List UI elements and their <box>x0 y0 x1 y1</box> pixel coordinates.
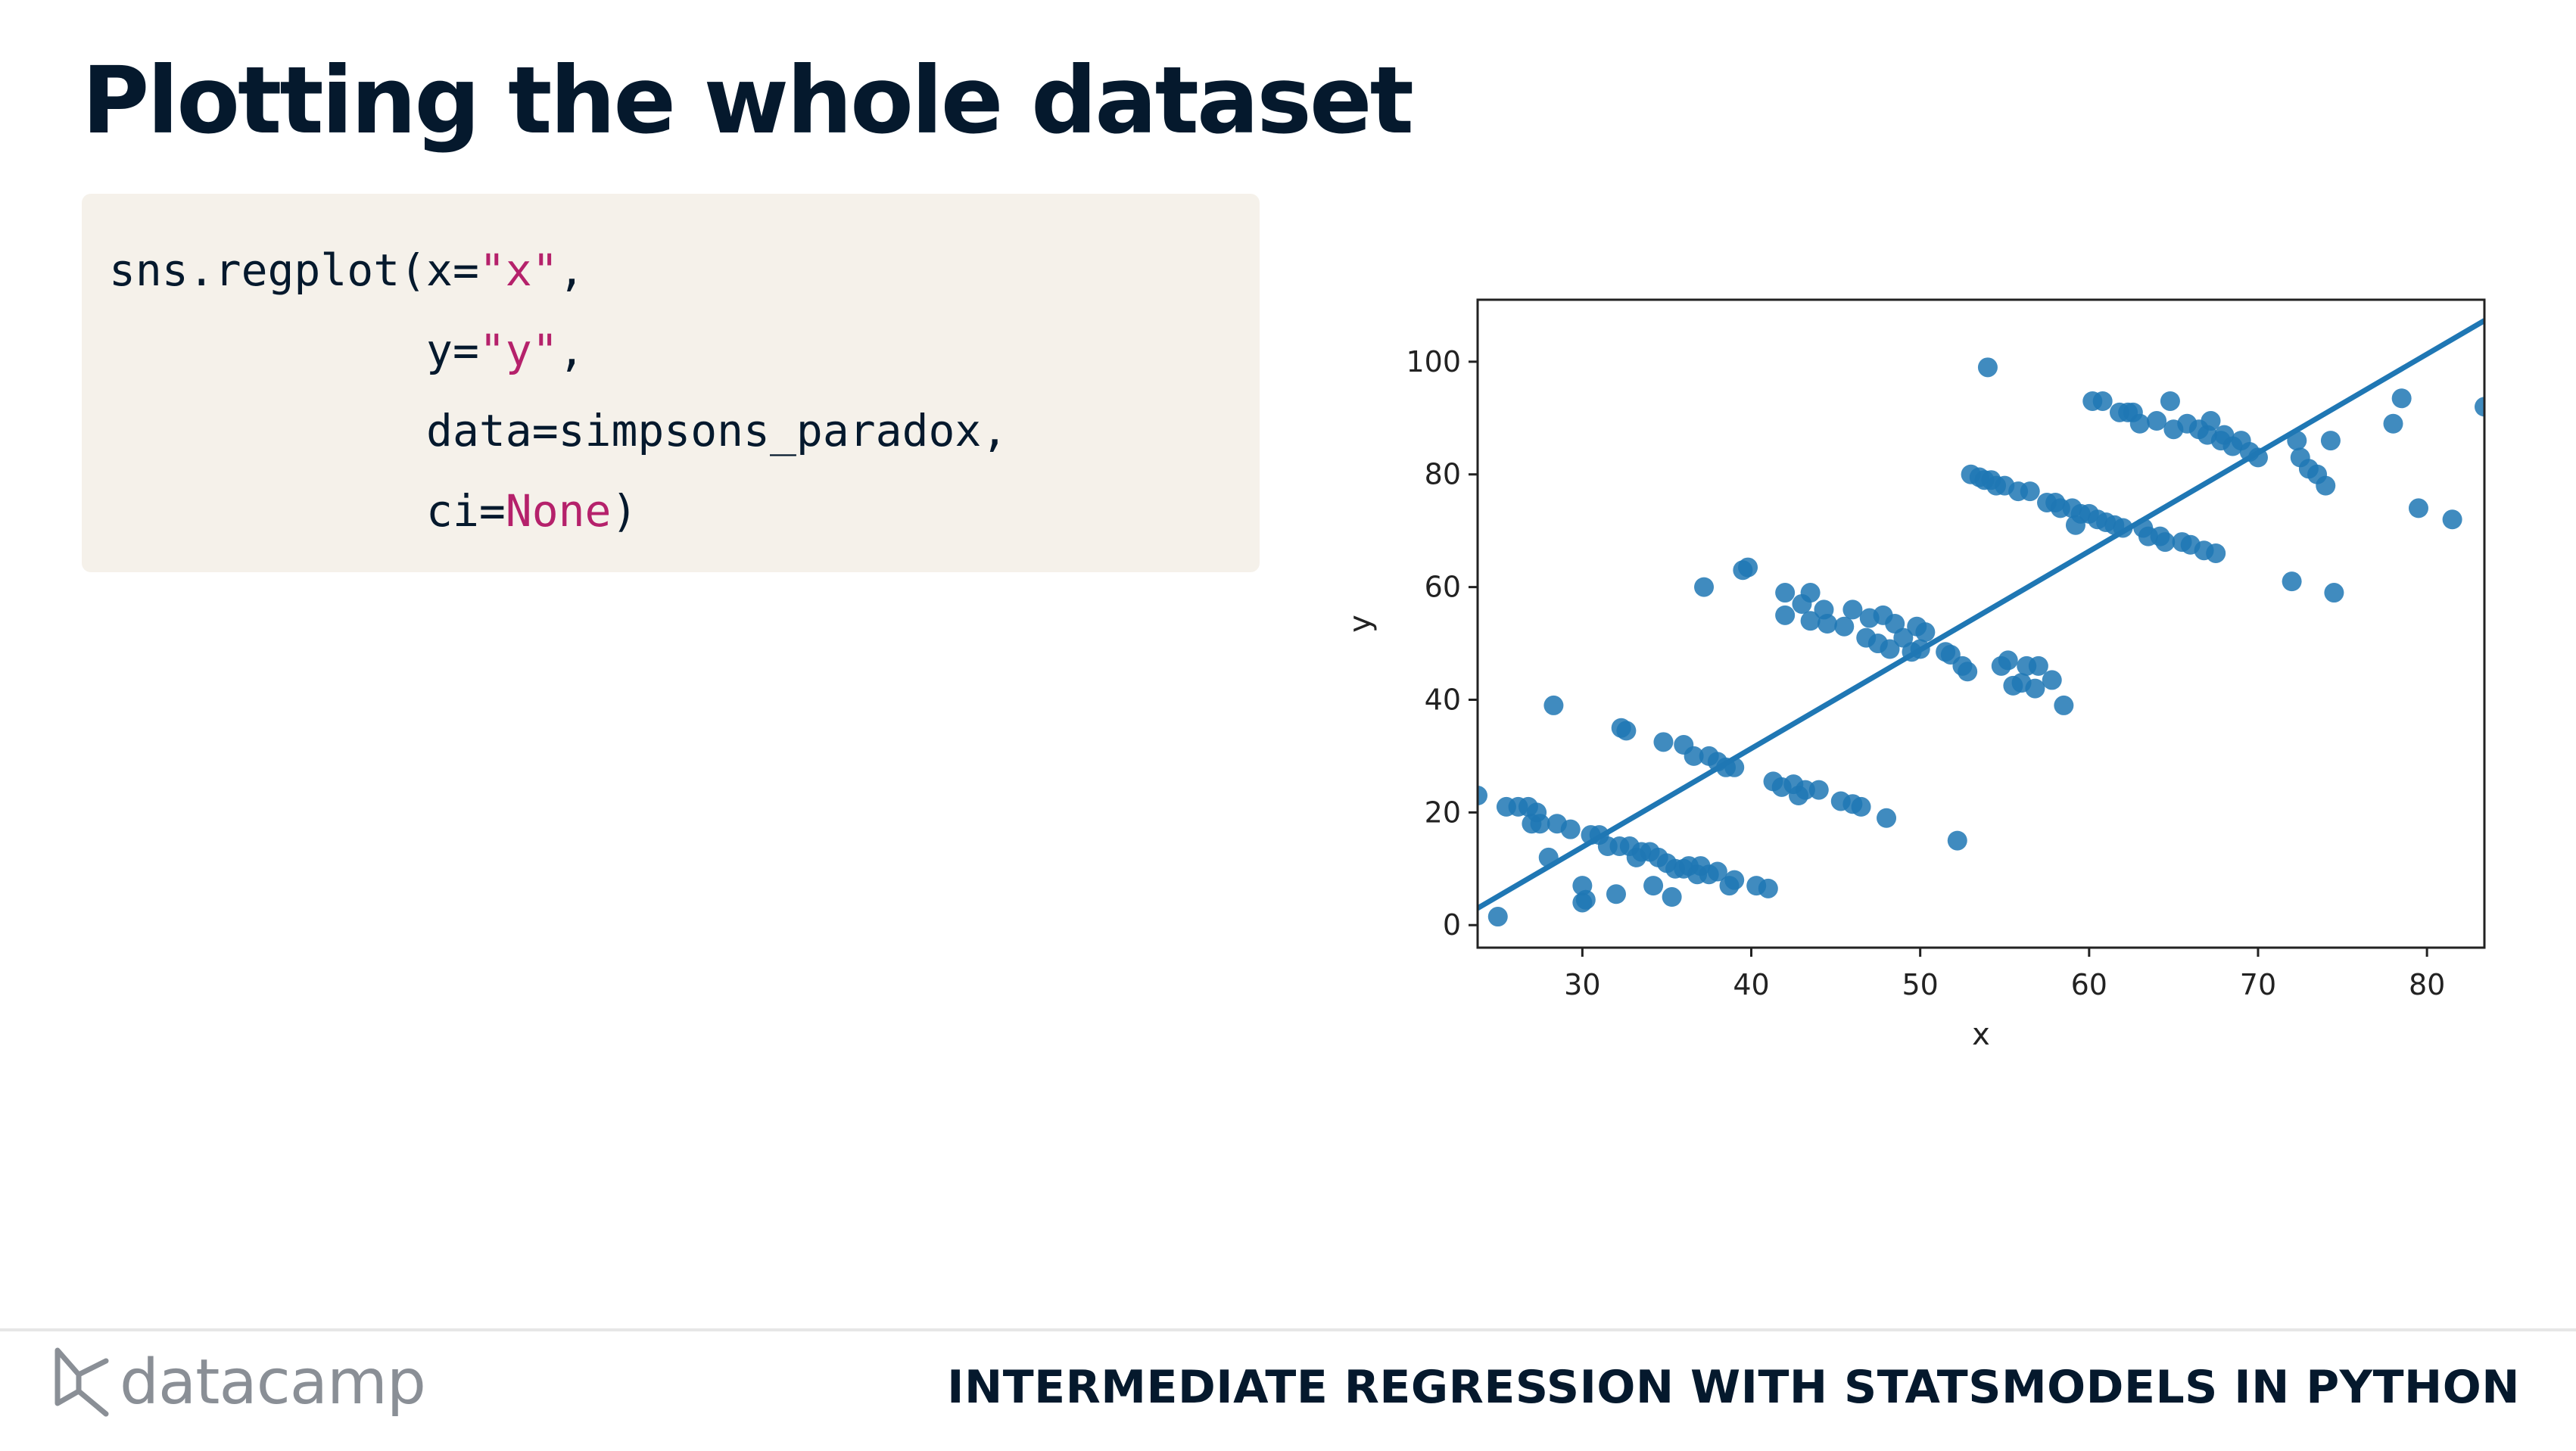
data-point <box>1694 577 1715 597</box>
x-tick-label: 80 <box>2409 968 2445 1001</box>
data-point <box>1958 662 1978 682</box>
x-tick-label: 60 <box>2071 968 2107 1001</box>
data-point <box>2320 431 2341 451</box>
code-text: sns.regplot(x= <box>109 244 479 296</box>
course-title: INTERMEDIATE REGRESSION WITH STATSMODELS… <box>947 1361 2520 1414</box>
data-point <box>1606 884 1626 905</box>
brand-name: datacamp <box>120 1346 426 1418</box>
code-text: ) <box>611 485 638 537</box>
data-point <box>1800 583 1821 603</box>
data-point <box>1800 611 1821 631</box>
data-point <box>2147 411 2167 431</box>
data-point <box>1851 796 1871 817</box>
data-point <box>1616 721 1637 741</box>
data-point <box>2020 481 2040 502</box>
data-point <box>1880 639 1900 659</box>
code-keyword: None <box>505 485 612 537</box>
data-point <box>1530 814 1550 834</box>
code-text: y= <box>426 325 479 376</box>
code-block: sns.regplot(x="x", y="y", data=simpsons_… <box>82 194 1260 572</box>
data-point <box>1877 808 1897 828</box>
code-indent <box>109 485 426 537</box>
data-point <box>2042 670 2062 690</box>
data-point <box>1543 695 1564 715</box>
data-point <box>1724 870 1745 890</box>
data-point <box>1998 650 2018 671</box>
x-tick-label: 70 <box>2240 968 2276 1001</box>
data-point <box>1643 876 1664 896</box>
code-text: , <box>558 325 585 376</box>
datacamp-logo-icon <box>55 1347 109 1417</box>
y-tick-label: 40 <box>1425 683 1461 716</box>
code-indent <box>109 325 426 376</box>
footer-divider <box>0 1328 2576 1331</box>
x-tick-label: 30 <box>1564 968 1600 1001</box>
data-point <box>1775 605 1796 625</box>
data-point <box>2129 413 2150 434</box>
data-point <box>1834 616 1855 637</box>
data-point <box>1795 780 1815 800</box>
data-point <box>2028 655 2048 676</box>
data-point <box>1947 830 1967 851</box>
x-tick-label: 40 <box>1733 968 1769 1001</box>
y-axis-label: y <box>1343 615 1378 633</box>
data-point <box>2282 571 2302 592</box>
data-point <box>1842 599 1863 620</box>
data-point <box>1775 583 1796 603</box>
code-text: , <box>558 244 585 296</box>
data-point <box>2383 413 2403 434</box>
data-point <box>1560 819 1581 839</box>
code-indent <box>109 405 426 456</box>
data-point <box>2092 391 2113 411</box>
data-point <box>1684 746 1704 766</box>
x-axis-label: x <box>1972 1017 1990 1052</box>
datacamp-logo: datacamp <box>53 1346 426 1418</box>
y-tick-label: 80 <box>1425 458 1461 491</box>
data-point <box>1915 622 1936 643</box>
data-point <box>2408 498 2428 518</box>
y-tick-label: 60 <box>1425 571 1461 604</box>
data-point <box>1662 887 1682 908</box>
code-string: "y" <box>478 325 559 376</box>
data-point <box>2160 391 2180 411</box>
code-text: ci= <box>426 485 506 537</box>
data-point <box>2054 695 2074 715</box>
data-point <box>1817 614 1837 634</box>
plot-frame <box>1476 298 2486 949</box>
data-point <box>2316 475 2336 496</box>
data-point <box>2201 411 2221 431</box>
code-string: "x" <box>478 244 559 296</box>
code-line-1: sns.regplot(x="x", <box>109 230 1260 310</box>
data-point <box>2206 543 2226 563</box>
data-point <box>1977 357 1998 378</box>
x-tick-label: 50 <box>1902 968 1938 1001</box>
data-point <box>2155 532 2176 553</box>
data-point <box>1653 732 1674 752</box>
code-line-2: y="y", <box>109 310 1260 391</box>
data-point <box>2324 583 2344 603</box>
y-tick-label: 100 <box>1406 345 1461 378</box>
data-point <box>2391 388 2412 409</box>
data-point <box>1808 780 1829 800</box>
data-point <box>2442 509 2462 530</box>
data-point <box>1575 889 1596 910</box>
data-point <box>1707 861 1727 882</box>
scatter-chart: 30 40 50 60 70 80 0 20 40 60 80 100 x y <box>1343 298 2486 1052</box>
code-line-4: ci=None) <box>109 471 1260 551</box>
data-point <box>1478 786 1487 806</box>
data-point <box>2025 678 2045 699</box>
data-point <box>2475 397 2484 417</box>
code-text: data=simpsons_paradox, <box>426 405 1008 456</box>
data-point <box>1758 878 1778 898</box>
y-tick-label: 0 <box>1443 908 1461 942</box>
regression-line <box>1478 318 2484 911</box>
y-tick-label: 20 <box>1425 796 1461 829</box>
slide-title: Plotting the whole dataset <box>82 47 1414 154</box>
data-point <box>1487 907 1508 927</box>
code-line-3: data=simpsons_paradox, <box>109 391 1260 471</box>
data-point <box>1738 557 1758 578</box>
